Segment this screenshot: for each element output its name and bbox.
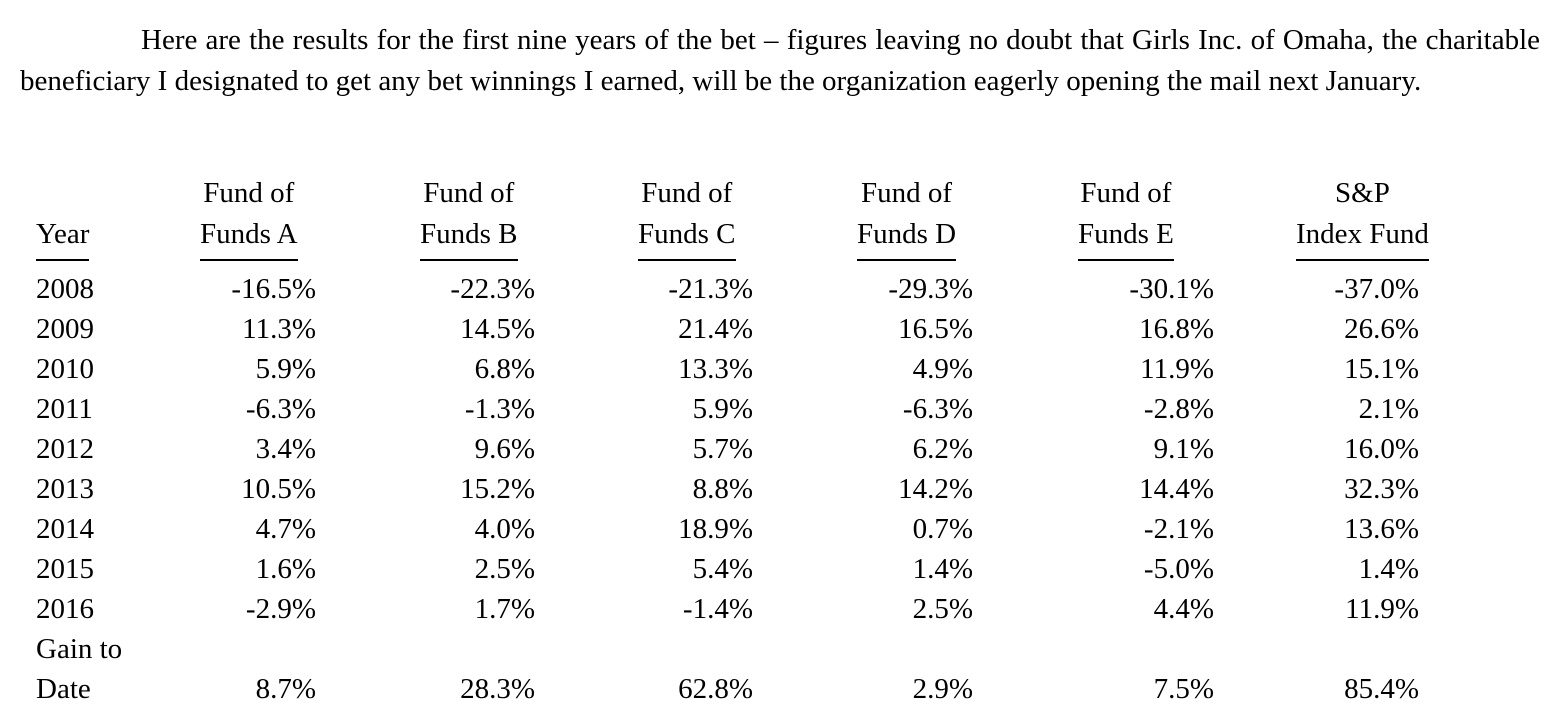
row-value: -22.3% [450,273,535,305]
row-value: 14.4% [1139,473,1214,505]
row-value: 5.4% [692,553,753,585]
row-year: 2009 [36,313,94,345]
row-value: 13.6% [1344,513,1419,545]
gain-to-date-value: 2.9% [912,673,973,705]
row-value: 3.4% [255,433,316,465]
column-header-line2: Funds D [857,218,957,250]
gain-to-date-value: 7.5% [1153,673,1214,705]
column-header-line1: Fund of [641,177,733,209]
row-value: 4.0% [474,513,535,545]
row-value: -2.1% [1143,513,1214,545]
row-value: 4.4% [1153,593,1214,625]
row-value: 0.7% [912,513,973,545]
row-value: 4.7% [255,513,316,545]
intro-text: Here are the results for the first nine … [20,24,1540,97]
row-value: 9.1% [1153,433,1214,465]
row-year: 2014 [36,513,94,545]
row-value: 2.1% [1358,393,1419,425]
row-year: 2012 [36,433,94,465]
row-value: 14.2% [898,473,973,505]
row-value: 2.5% [474,553,535,585]
row-year: 2015 [36,553,94,585]
row-value: 11.9% [1345,593,1419,625]
row-value: -21.3% [668,273,753,305]
row-value: -16.5% [231,273,316,305]
row-value: -5.0% [1143,553,1214,585]
row-value: 4.9% [912,353,973,385]
row-value: 11.3% [242,313,316,345]
column-header-1: Fund of Funds A [200,173,298,261]
row-value: 15.1% [1344,353,1419,385]
gain-to-date-value: 8.7% [255,673,316,705]
row-value: 14.5% [460,313,535,345]
row-value: -1.4% [682,593,753,625]
intro-paragraph: Here are the results for the first nine … [20,20,1540,102]
column-header-line1: Fund of [861,177,953,209]
row-value: 5.9% [692,393,753,425]
row-value: 11.9% [1140,353,1214,385]
gain-to-date-value: 62.8% [678,673,753,705]
row-value: -1.3% [464,393,535,425]
row-value: 26.6% [1344,313,1419,345]
row-value: 8.8% [692,473,753,505]
row-value: 13.3% [678,353,753,385]
column-header-line2: Index Fund [1296,218,1429,250]
row-year: 2016 [36,593,94,625]
row-value: 10.5% [241,473,316,505]
gain-to-date-value: 28.3% [460,673,535,705]
column-header-6: S&P Index Fund [1296,173,1429,261]
row-year: 2011 [36,393,93,425]
column-header-line2: Year [36,218,90,250]
row-value: 16.0% [1344,433,1419,465]
row-value: 18.9% [678,513,753,545]
column-header-line1: Fund of [423,177,515,209]
row-value: 6.8% [474,353,535,385]
column-header-line2: Funds A [200,218,298,250]
row-value: 9.6% [474,433,535,465]
row-value: 15.2% [460,473,535,505]
row-value: 21.4% [678,313,753,345]
column-header-line2: Funds B [420,218,518,250]
gain-to-date-label: Gain to [36,633,123,665]
row-value: 5.7% [692,433,753,465]
column-header-line1: Fund of [203,177,295,209]
row-value: 6.2% [912,433,973,465]
row-value: 1.6% [255,553,316,585]
column-header-line1: Fund of [1080,177,1172,209]
row-value: 5.9% [255,353,316,385]
row-value: -29.3% [888,273,973,305]
column-header-5: Fund of Funds E [1078,173,1174,261]
column-header-3: Fund of Funds C [638,173,736,261]
row-value: -6.3% [902,393,973,425]
column-header-0: Year [36,173,90,261]
row-value: 1.4% [1358,553,1419,585]
row-value: -30.1% [1129,273,1214,305]
row-value: 32.3% [1344,473,1419,505]
column-header-line1: S&P [1335,177,1390,209]
row-value: -37.0% [1334,273,1419,305]
gain-to-date-value: 85.4% [1344,673,1419,705]
row-year: 2008 [36,273,94,305]
row-value: 1.4% [912,553,973,585]
row-value: 1.7% [474,593,535,625]
column-header-2: Fund of Funds B [420,173,518,261]
row-value: -2.8% [1143,393,1214,425]
column-header-4: Fund of Funds D [857,173,957,261]
row-year: 2010 [36,353,94,385]
row-value: 2.5% [912,593,973,625]
column-header-line1 [36,173,89,214]
gain-to-date-label: Date [36,673,91,705]
row-value: 16.5% [898,313,973,345]
column-header-line2: Funds E [1078,218,1174,250]
row-value: -6.3% [245,393,316,425]
column-header-line2: Funds C [638,218,736,250]
row-value: 16.8% [1139,313,1214,345]
row-year: 2013 [36,473,94,505]
row-value: -2.9% [245,593,316,625]
